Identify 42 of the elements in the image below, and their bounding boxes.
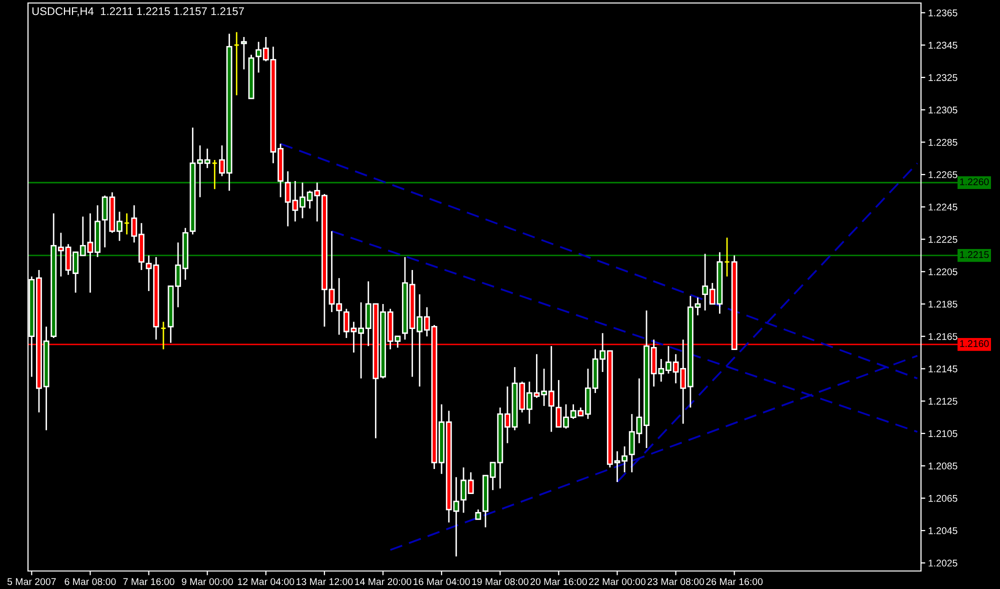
y-tick-label: 1.2225 [928,236,958,243]
y-tick-label: 1.2185 [928,300,958,308]
x-tick-label: 19 Mar 08:00 [472,578,528,586]
y-tick-label: 1.2065 [928,494,958,502]
x-tick-label: 12 Mar 04:00 [238,578,294,586]
ref-line-label: 1.2215 [960,251,989,258]
y-tick-label: 1.2105 [928,430,958,438]
y-tick-label: 1.2265 [928,171,958,178]
x-tick-label: 7 Mar 16:00 [123,578,174,586]
candlestick [124,212,130,236]
y-tick-label: 1.2365 [928,9,958,16]
x-tick-label: 5 Mar 2007 [7,578,56,586]
x-tick-label: 23 Mar 08:00 [648,578,704,586]
x-tick-label: 22 Mar 00:00 [589,578,646,586]
x-tick-label: 20 Mar 16:00 [530,578,587,586]
x-tick-label: 9 Mar 00:00 [182,578,233,586]
y-tick-label: 1.2025 [928,560,958,567]
y-tick-label: 1.2325 [928,74,958,82]
candlestick [240,36,247,70]
y-tick-label: 1.2045 [928,527,958,534]
x-tick-label: 13 Mar 12:00 [296,578,353,586]
y-tick-label: 1.2145 [928,365,958,372]
y-tick-label: 1.2285 [928,138,958,146]
candlestick [724,236,730,278]
y-tick-label: 1.2245 [928,204,958,211]
candlestick [160,321,166,350]
y-tick-label: 1.2305 [928,106,958,114]
ref-line-label: 1.2160 [960,340,989,348]
x-tick-label: 6 Mar 08:00 [64,578,116,586]
x-tick-label: 26 Mar 16:00 [706,578,763,586]
y-tick-label: 1.2165 [928,333,958,340]
x-tick-label: 14 Mar 20:00 [355,578,412,586]
y-tick-label: 1.2125 [928,398,958,405]
y-tick-label: 1.2345 [928,42,958,49]
y-tick-label: 1.2205 [928,268,958,276]
candlestick [475,508,482,520]
x-tick-label: 16 Mar 04:00 [414,578,470,586]
candlestick [212,159,218,190]
y-tick-label: 1.2085 [928,462,958,470]
ref-line-label: 1.2260 [960,178,989,186]
candlestick [234,31,240,96]
chart-title: USDCHF,H4 1.2211 1.2215 1.2157 1.2157 [32,7,244,16]
